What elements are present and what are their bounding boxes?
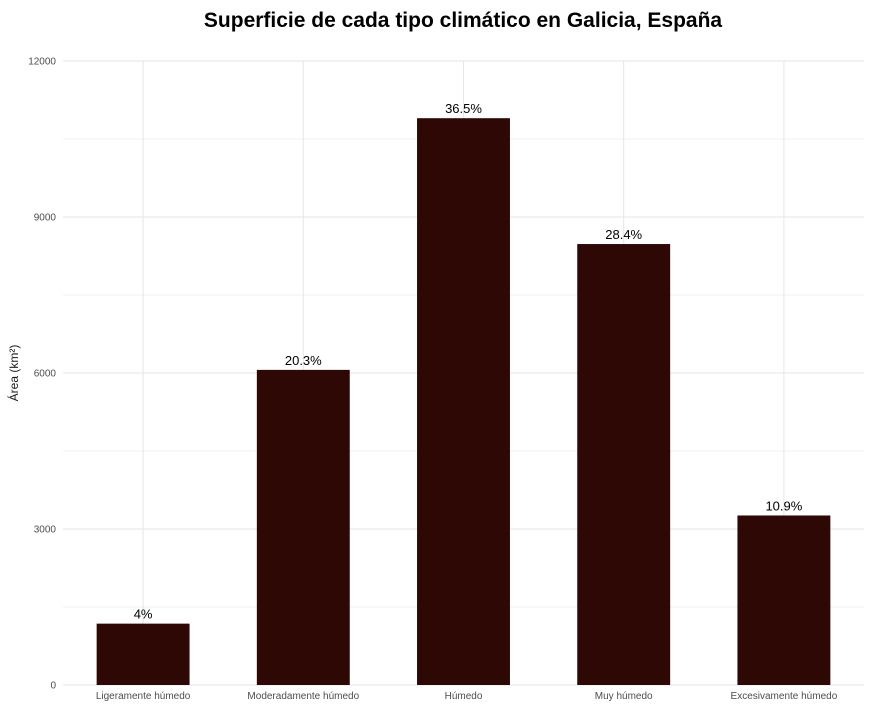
bar <box>417 118 510 685</box>
y-axis-ticks: 0 3000 6000 9000 12000 <box>28 57 56 692</box>
x-tick-label: Moderadamente húmedo <box>247 691 359 702</box>
y-tick-label: 0 <box>50 681 56 692</box>
x-tick-label: Excesivamente húmedo <box>731 691 838 702</box>
data-labels: 4% 20.3% 36.5% 28.4% 10.9% <box>134 101 803 621</box>
chart-title: Superficie de cada tipo climático en Gal… <box>204 9 723 32</box>
y-tick-label: 3000 <box>34 525 57 536</box>
y-tick-label: 6000 <box>34 369 57 380</box>
y-tick-label: 12000 <box>28 57 56 68</box>
bars <box>96 118 831 686</box>
bar-value-label: 20.3% <box>285 353 322 368</box>
bar <box>577 244 671 686</box>
x-tick-label: Ligeramente húmedo <box>96 691 191 702</box>
x-tick-label: Húmedo <box>445 691 483 702</box>
y-axis-label: Área (km²) <box>6 345 21 402</box>
bar <box>96 623 190 685</box>
bar-value-label: 10.9% <box>765 498 802 513</box>
bar <box>737 515 831 685</box>
y-tick-label: 9000 <box>34 213 57 224</box>
bar <box>256 369 350 685</box>
bar-value-label: 36.5% <box>445 101 482 116</box>
bar-value-label: 4% <box>134 607 153 622</box>
x-tick-label: Muy húmedo <box>595 691 653 702</box>
x-axis-ticks: Ligeramente húmedo Moderadamente húmedo Hú… <box>96 691 838 702</box>
bar-value-label: 28.4% <box>605 227 642 242</box>
